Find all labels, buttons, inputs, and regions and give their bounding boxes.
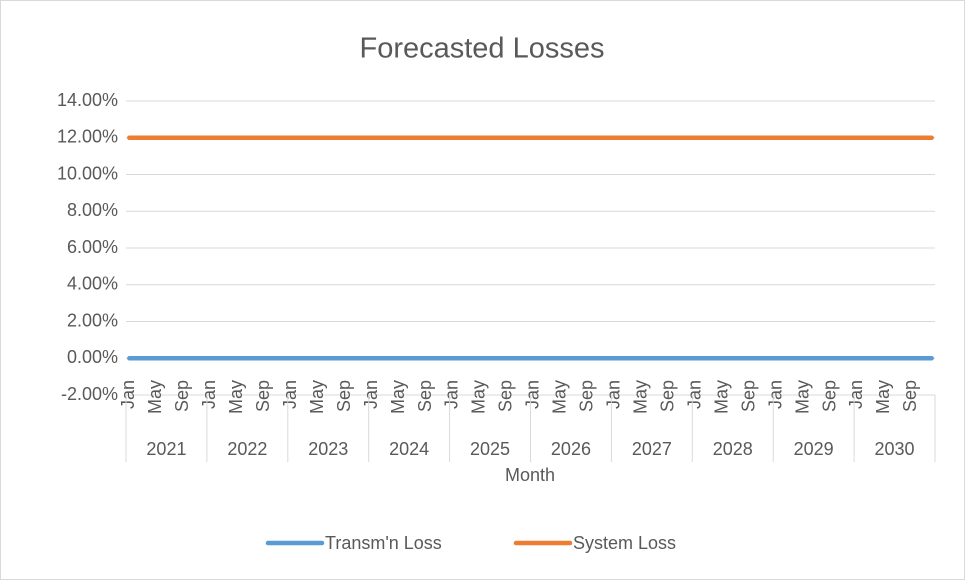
x-tick-label: May [145,380,165,414]
x-group-label: 2023 [308,439,348,459]
x-tick-label: May [873,380,893,414]
y-tick-label: 8.00% [67,200,118,220]
x-group-label: 2024 [389,439,429,459]
y-tick-label: -2.00% [61,384,118,404]
x-tick-label: May [226,380,246,414]
x-tick-label: Sep [738,380,758,412]
x-tick-label: May [388,380,408,414]
x-tick-label: Jan [604,380,624,409]
x-group-label: 2030 [875,439,915,459]
x-tick-label: Jan [199,380,219,409]
x-tick-label: Jan [442,380,462,409]
y-tick-label: 2.00% [67,310,118,330]
x-tick-label: Sep [415,380,435,412]
x-tick-label: May [307,380,327,414]
x-tick-label: May [550,380,570,414]
x-tick-label: Sep [253,380,273,412]
x-tick-label: Sep [900,380,920,412]
x-tick-label: Sep [577,380,597,412]
x-tick-label: Jan [361,380,381,409]
x-tick-label: Jan [280,380,300,409]
x-group-label: 2026 [551,439,591,459]
x-tick-label: Jan [765,380,785,409]
x-tick-label: Sep [334,380,354,412]
x-tick-label: May [711,380,731,414]
x-group-label: 2021 [146,439,186,459]
y-tick-label: 12.00% [57,127,118,147]
x-tick-label: Sep [657,380,677,412]
x-tick-label: May [630,380,650,414]
y-tick-label: 10.00% [57,163,118,183]
x-tick-label: Jan [846,380,866,409]
x-group-label: 2028 [713,439,753,459]
x-tick-label: Sep [172,380,192,412]
x-tick-label: May [469,380,489,414]
x-group-label: 2029 [794,439,834,459]
y-tick-label: 4.00% [67,274,118,294]
x-group-label: 2025 [470,439,510,459]
x-tick-label: May [792,380,812,414]
x-group-label: 2022 [227,439,267,459]
x-tick-label: Jan [684,380,704,409]
x-tick-label: Sep [496,380,516,412]
legend-label: System Loss [573,533,676,553]
x-tick-label: Sep [819,380,839,412]
y-tick-label: 14.00% [57,90,118,110]
y-tick-label: 6.00% [67,237,118,257]
y-tick-label: 0.00% [67,347,118,367]
x-tick-label: Jan [523,380,543,409]
legend-label: Transm'n Loss [325,533,442,553]
chart-title: Forecasted Losses [359,33,604,65]
x-group-label: 2027 [632,439,672,459]
x-tick-label: Jan [118,380,138,409]
x-axis-label: Month [505,465,555,485]
